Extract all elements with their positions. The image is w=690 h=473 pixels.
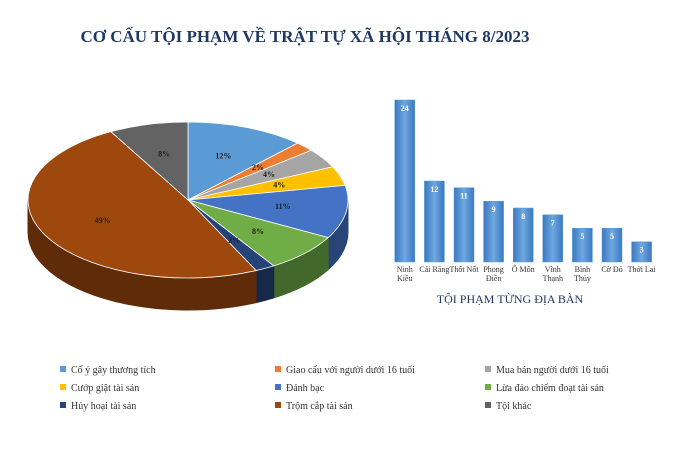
legend-swatch	[275, 384, 281, 390]
bar	[572, 228, 593, 263]
legend-swatch	[60, 402, 66, 408]
legend-swatch	[485, 402, 491, 408]
bar	[424, 180, 445, 263]
data-label: 12	[430, 185, 438, 194]
data-label: 24	[401, 104, 409, 113]
data-label: 49%	[94, 216, 110, 225]
chart-title: CƠ CẤU TỘI PHẠM VỀ TRẬT TỰ XÃ HỘI THÁNG …	[81, 27, 530, 46]
slice-side	[255, 265, 275, 304]
x-tick-label: Ô Môn	[511, 265, 535, 274]
legend-item: Đánh bạc	[275, 383, 324, 394]
data-label: 8%	[158, 149, 170, 158]
legend-label: Cướp giật tài sản	[71, 383, 140, 394]
data-label: 8	[521, 212, 525, 221]
data-label: 5	[580, 232, 584, 241]
bar	[601, 228, 623, 263]
data-label: 12%	[215, 151, 231, 160]
legend-item: Trộm cắp tài sản	[275, 401, 353, 412]
legend-label: Đánh bạc	[286, 383, 325, 394]
legend-label: Hủy hoại tài sản	[71, 401, 137, 412]
legend-label: Cố ý gây thương tích	[71, 365, 156, 376]
x-tick-label: Thốt Nốt	[449, 265, 479, 274]
x-tick-label: Cờ Đỏ	[601, 265, 623, 274]
bar	[453, 187, 475, 263]
legend-swatch	[485, 384, 491, 390]
data-label: 5	[610, 232, 614, 241]
data-label: 11%	[275, 202, 291, 211]
legend-label: Trộm cắp tài sản	[286, 401, 353, 412]
data-label: 4%	[273, 180, 285, 189]
legend-item: Giao cấu với người dưới 16 tuổi	[275, 365, 415, 376]
data-label: 7	[551, 219, 555, 228]
data-label: 2%	[252, 163, 264, 172]
slice	[27, 131, 257, 279]
bar	[512, 207, 534, 263]
legend-item: Tội khác	[485, 401, 531, 412]
slice	[187, 121, 299, 201]
data-label: 8%	[252, 227, 264, 236]
legend-swatch	[485, 366, 491, 372]
x-tick-label: Thới Lai	[627, 265, 656, 274]
slice	[110, 121, 189, 201]
bar	[631, 241, 652, 263]
bar	[483, 201, 504, 263]
legend-label: Tội khác	[496, 401, 532, 412]
slice	[187, 184, 349, 239]
legend-swatch	[60, 366, 66, 372]
legend-item: Cướp giật tài sản	[60, 383, 139, 394]
bar	[542, 214, 564, 263]
legend-swatch	[60, 384, 66, 390]
x-tick-label: Phong Điền	[483, 265, 504, 283]
x-tick-label: Ninh Kiều	[396, 265, 413, 283]
data-label: 4%	[263, 170, 275, 179]
bar	[394, 99, 416, 263]
legend-label: Giao cấu với người dưới 16 tuổi	[286, 365, 415, 376]
legend-swatch	[275, 402, 281, 408]
legend-item: Lừa đảo chiếm đoạt tài sản	[485, 383, 604, 394]
data-label: 11	[460, 192, 468, 201]
data-label: 3	[640, 246, 644, 255]
bar-title: TỘI PHẠM TỪNG ĐỊA BÀN	[437, 292, 584, 306]
legend-item: Hủy hoại tài sản	[60, 401, 136, 412]
data-label: 2%	[228, 236, 240, 245]
legend-item: Mua bán người dưới 16 tuổi	[485, 365, 609, 376]
legend-label: Lừa đảo chiếm đoạt tài sản	[496, 383, 604, 394]
x-tick-label: Cái Răng	[419, 265, 450, 274]
data-label: 9	[492, 205, 496, 214]
legend-swatch	[275, 366, 281, 372]
legend-label: Mua bán người dưới 16 tuổi	[496, 365, 609, 376]
legend-item: Cố ý gây thương tích	[60, 365, 156, 376]
x-tick-label: Vĩnh Thạnh	[542, 265, 564, 283]
x-tick-label: Bình Thủy	[573, 265, 591, 283]
